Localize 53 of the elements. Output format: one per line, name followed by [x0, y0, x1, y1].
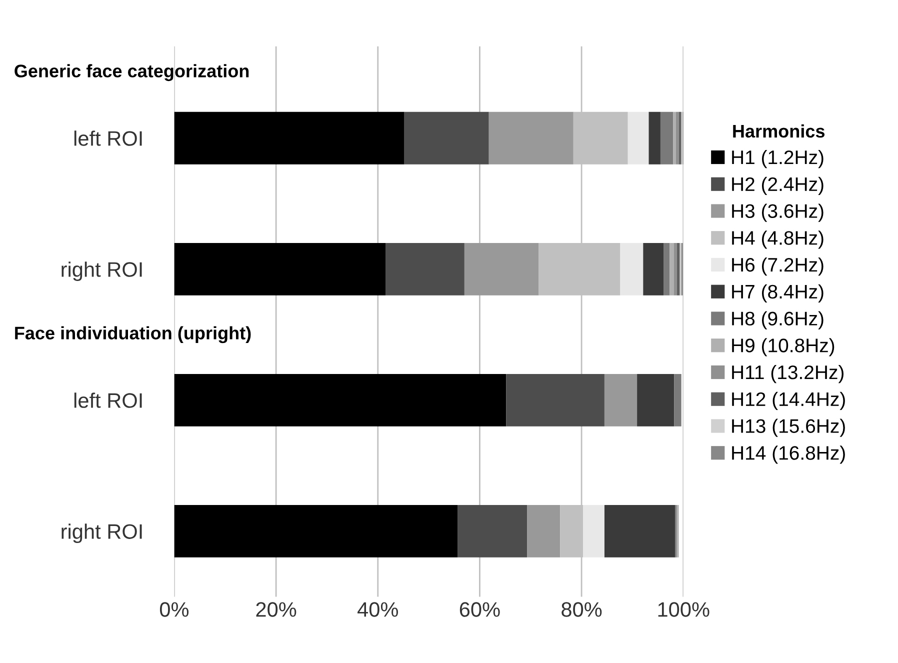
bar — [583, 504, 604, 558]
annotation: Face individuation (upright) — [15, 326, 251, 344]
x-tick-label: 20% — [256, 602, 296, 617]
x-tick-label: 60% — [460, 602, 500, 617]
legend-label: H3 (3.6Hz) — [732, 204, 824, 222]
y-tick-label: right ROI — [62, 262, 142, 282]
bar — [174, 242, 386, 296]
bar — [678, 112, 682, 164]
y-tick-label: left ROI — [74, 392, 142, 408]
legend-label: H2 (2.4Hz) — [732, 176, 824, 195]
y-tick-label: right ROI — [62, 524, 142, 544]
bar — [620, 242, 644, 296]
bar — [676, 112, 679, 164]
bar — [386, 242, 464, 296]
x-tick-label: 100% — [658, 602, 710, 617]
bar — [174, 504, 458, 558]
bar — [643, 242, 664, 296]
bar — [673, 112, 676, 164]
legend-label: H4 (4.8Hz) — [732, 230, 824, 249]
legend-label: H6 (7.2Hz) — [732, 257, 824, 276]
bar — [174, 112, 404, 164]
legend-label: H9 (10.8Hz) — [732, 338, 834, 356]
legend-label: H11 (13.2Hz) — [732, 364, 844, 384]
bar — [604, 374, 638, 426]
bar — [628, 112, 649, 164]
bar — [674, 374, 682, 426]
legend-title: Harmonics — [733, 124, 825, 138]
bar — [637, 374, 674, 426]
legend-label: H8 (9.6Hz) — [732, 311, 824, 330]
bar — [674, 242, 677, 296]
bar — [458, 504, 528, 558]
bar — [527, 504, 560, 558]
bar — [604, 504, 676, 558]
x-tick-label: 80% — [562, 602, 602, 617]
bar — [174, 374, 506, 426]
bar — [404, 112, 489, 164]
y-tick-label: left ROI — [74, 130, 142, 146]
bar — [506, 374, 604, 426]
legend-label: H7 (8.4Hz) — [732, 284, 824, 302]
x-tick-label: 40% — [358, 602, 398, 617]
legend-label: H1 (1.2Hz) — [732, 150, 824, 168]
bar — [660, 112, 674, 164]
bar — [676, 242, 680, 296]
annotation: Generic face categorization — [14, 64, 249, 82]
legend-label: H12 (14.4Hz) — [732, 392, 845, 410]
bar — [664, 242, 670, 296]
bar — [670, 242, 674, 296]
legend-label: H14 (16.8Hz) — [732, 446, 845, 464]
x-tick-label: 0% — [160, 602, 189, 617]
bar — [464, 242, 539, 296]
legend-label: H13 (15.6Hz) — [732, 418, 845, 437]
bar — [648, 112, 660, 164]
bar — [488, 112, 574, 164]
